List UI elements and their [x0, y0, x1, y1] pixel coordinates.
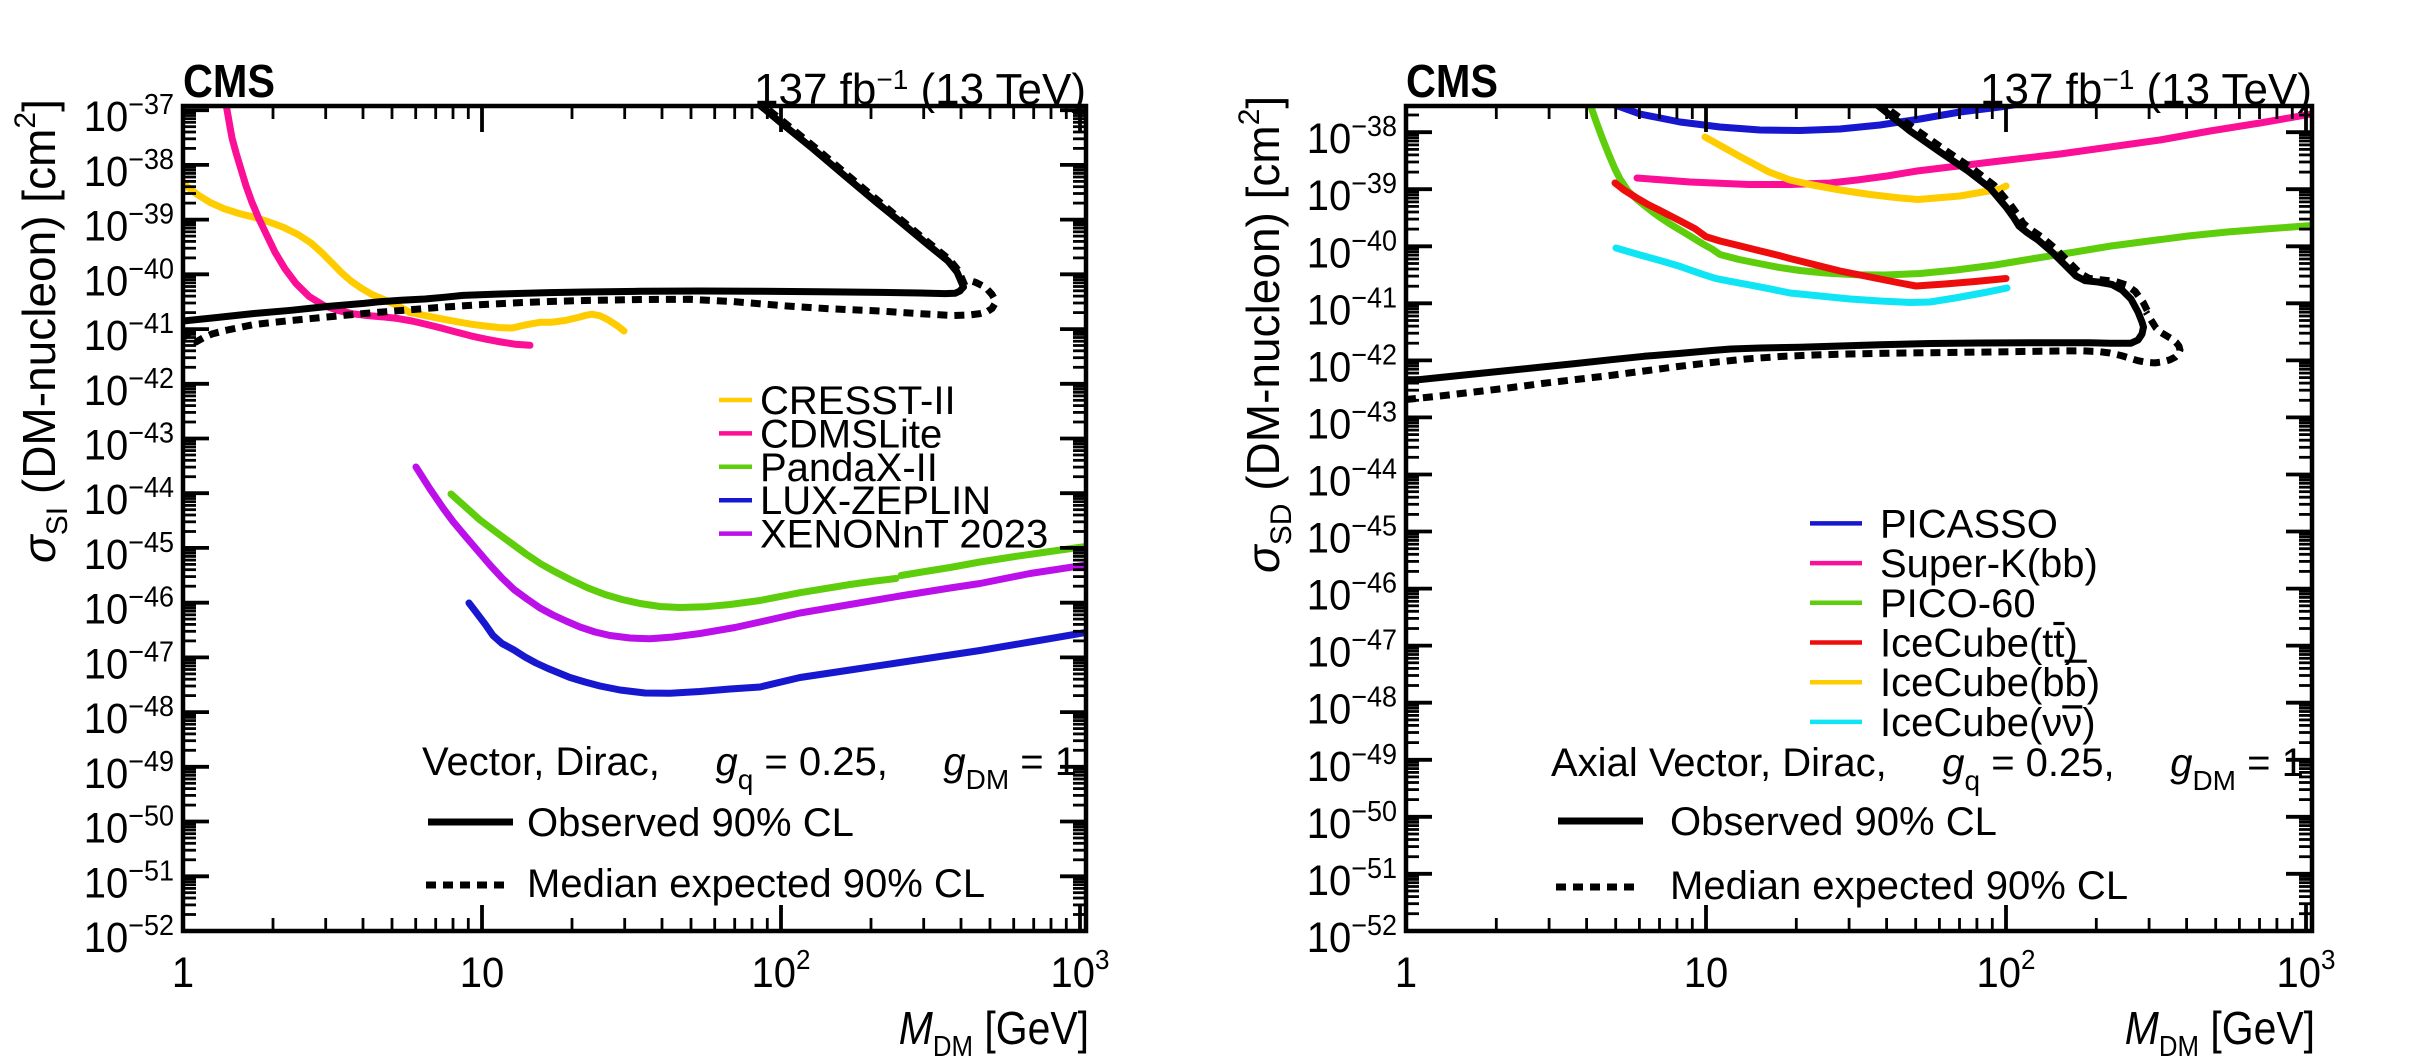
svg-text:LUX-ZEPLIN: LUX-ZEPLIN	[760, 479, 991, 523]
svg-text:Observed 90% CL: Observed 90% CL	[527, 801, 854, 845]
svg-text:σSI (DM-nucleon) [cm2]: σSI (DM-nucleon) [cm2]	[9, 99, 74, 563]
svg-text:PICO-60: PICO-60	[1880, 582, 2036, 626]
svg-text:CMS: CMS	[183, 56, 275, 108]
svg-text:IceCube(bb): IceCube(bb)	[1880, 661, 2100, 705]
svg-text:MDM [GeV]: MDM [GeV]	[899, 1004, 1089, 1058]
svg-text:137 fb−1 (13 TeV): 137 fb−1 (13 TeV)	[1980, 64, 2312, 114]
svg-text:10−49: 10−49	[1307, 738, 1397, 790]
svg-text:IceCube(tt): IceCube(tt)	[1880, 622, 2078, 666]
svg-text:1: 1	[172, 948, 194, 997]
svg-text:10−48: 10−48	[1307, 681, 1397, 733]
svg-text:Median expected 90% CL: Median expected 90% CL	[527, 862, 985, 906]
svg-text:PandaX-II: PandaX-II	[760, 446, 938, 490]
svg-text:XENONnT 2023: XENONnT 2023	[760, 513, 1048, 557]
svg-text:Median expected 90% CL: Median expected 90% CL	[1670, 864, 2128, 908]
svg-text:CRESST-II: CRESST-II	[760, 379, 956, 423]
svg-text:CMS: CMS	[1406, 56, 1498, 108]
svg-text:σSD (DM-nucleon) [cm2]: σSD (DM-nucleon) [cm2]	[1233, 96, 1298, 573]
svg-text:137 fb−1 (13 TeV): 137 fb−1 (13 TeV)	[754, 64, 1086, 114]
svg-text:MDM [GeV]: MDM [GeV]	[2125, 1004, 2315, 1058]
svg-text:IceCube(νν): IceCube(νν)	[1880, 701, 2096, 745]
svg-text:CDMSLite: CDMSLite	[760, 412, 942, 456]
svg-text:10: 10	[1684, 948, 1728, 997]
svg-text:10−38: 10−38	[1307, 110, 1397, 162]
svg-text:10: 10	[460, 948, 504, 997]
svg-text:Super-K(bb): Super-K(bb)	[1880, 542, 2098, 586]
svg-text:PICASSO: PICASSO	[1880, 502, 2058, 546]
svg-text:Observed 90% CL: Observed 90% CL	[1670, 800, 1997, 844]
svg-text:1: 1	[1395, 948, 1417, 997]
